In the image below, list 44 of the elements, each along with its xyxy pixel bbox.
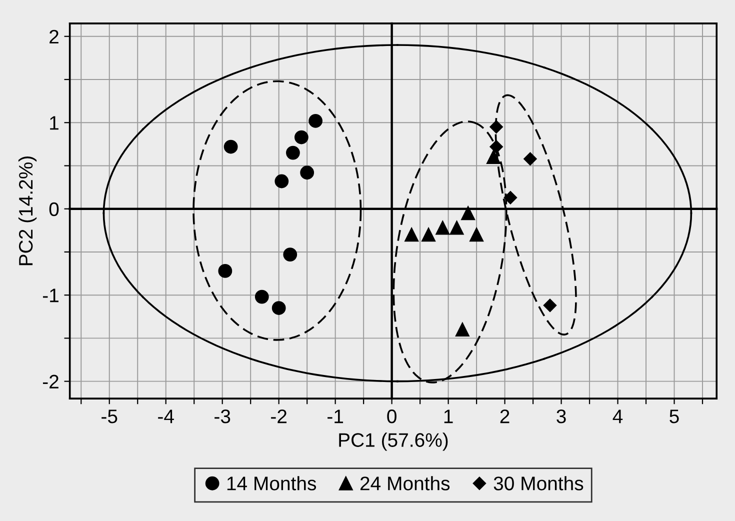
- point: [461, 206, 476, 220]
- x-tick-label: 4: [612, 410, 623, 424]
- point: [308, 114, 322, 128]
- point: [274, 174, 289, 188]
- x-tick-label: -1: [328, 410, 344, 424]
- point: [450, 220, 464, 235]
- point: [224, 140, 238, 154]
- point: [286, 146, 300, 160]
- y-tick-label: -2: [42, 374, 58, 388]
- point: [294, 130, 308, 144]
- legend-label: 24 Months: [360, 476, 450, 490]
- y-tick-label: -1: [42, 288, 58, 302]
- point: [283, 248, 298, 262]
- x-tick-label: -5: [102, 410, 118, 424]
- point: [422, 228, 436, 242]
- point: [524, 152, 537, 166]
- point: [218, 264, 232, 278]
- legend-label: 30 Months: [494, 476, 584, 490]
- x-tick-label: 1: [444, 410, 453, 424]
- point: [504, 191, 518, 204]
- point: [490, 120, 503, 134]
- x-tick-label: 3: [556, 409, 566, 424]
- x-tick-label: -4: [158, 410, 174, 424]
- point: [543, 298, 557, 312]
- x-tick-label: -3: [214, 409, 230, 424]
- point: [300, 166, 314, 180]
- x-tick-label: 2: [500, 409, 510, 424]
- y-tick-label: 1: [50, 116, 58, 130]
- y-tick-label: 2: [50, 30, 58, 44]
- x-axis-title: PC1 (57.6%): [339, 432, 448, 451]
- x-tick-label: -2: [271, 409, 287, 424]
- legend-label: 14 Months: [227, 476, 316, 490]
- point: [486, 150, 500, 164]
- point: [455, 322, 470, 337]
- point: [436, 220, 450, 235]
- point: [272, 301, 286, 315]
- y-axis-title: PC2 (14.2%): [18, 156, 37, 266]
- point: [404, 228, 419, 242]
- point: [490, 140, 503, 154]
- point: [470, 228, 484, 242]
- y-tick-label: 0: [49, 202, 59, 216]
- x-tick-label: 0: [387, 409, 396, 424]
- x-tick-label: 5: [670, 410, 679, 424]
- point: [254, 290, 269, 304]
